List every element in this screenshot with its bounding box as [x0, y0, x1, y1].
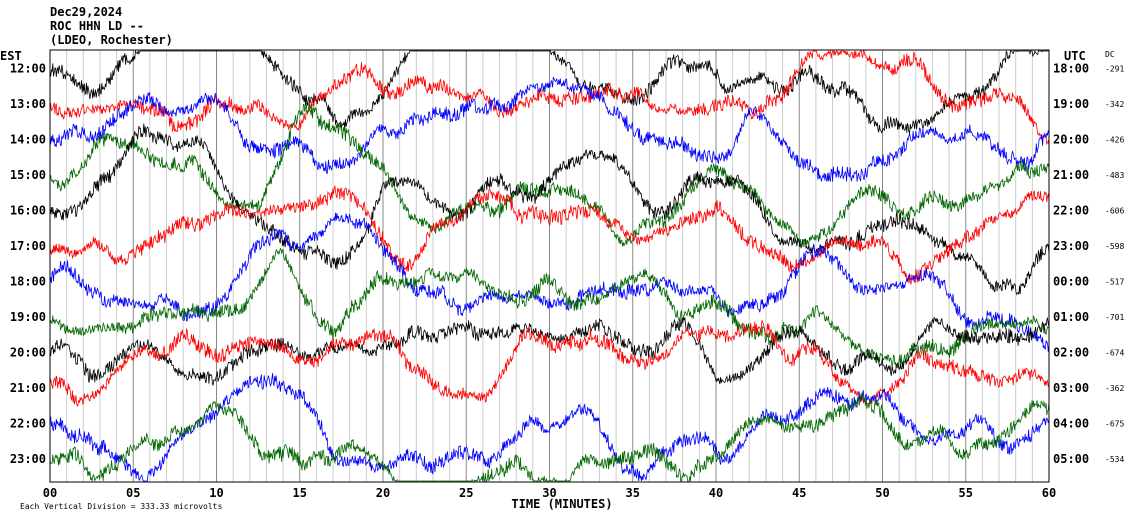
trace-line: [49, 123, 1050, 296]
x-tick-label: 60: [1042, 486, 1056, 500]
x-tick-label: 25: [459, 486, 473, 500]
x-tick-label: 10: [209, 486, 223, 500]
dc-column-label: DC: [1105, 50, 1115, 59]
trace-line: [49, 102, 1050, 248]
plot-grid: [66, 50, 1033, 482]
plot-frame: [49, 49, 1050, 483]
header-date: Dec29,2024: [50, 5, 123, 19]
utc-hour-label: 02:00: [1053, 346, 1089, 360]
trace-line: [49, 372, 1050, 482]
x-axis-title: TIME (MINUTES): [511, 497, 612, 511]
trace-line: [49, 247, 1050, 369]
header-station: ROC HHN LD --: [50, 19, 144, 33]
x-tick-label: 15: [293, 486, 307, 500]
trace-line: [49, 392, 1050, 482]
trace-line: [49, 212, 1050, 352]
x-tick-label: 05: [126, 486, 140, 500]
dc-offset-label: -674: [1105, 349, 1124, 358]
dc-offset-label: -534: [1105, 455, 1124, 464]
utc-hour-label: 19:00: [1053, 97, 1089, 111]
est-hour-label: 20:00: [10, 346, 46, 360]
x-tick-label: 50: [875, 486, 889, 500]
est-hour-label: 12:00: [10, 62, 46, 76]
utc-hour-label: 18:00: [1053, 62, 1089, 76]
utc-hour-label: 04:00: [1053, 417, 1089, 431]
trace-line: [49, 184, 1050, 285]
x-tick-label: 35: [626, 486, 640, 500]
dc-offset-label: -701: [1105, 313, 1124, 322]
x-tick-label: 45: [792, 486, 806, 500]
x-tick-label: 55: [959, 486, 973, 500]
est-hour-label: 22:00: [10, 417, 46, 431]
utc-hour-label: 01:00: [1053, 310, 1089, 324]
x-tick-label: 40: [709, 486, 723, 500]
dc-offset-label: -517: [1105, 278, 1124, 287]
utc-hour-label: 22:00: [1053, 204, 1089, 218]
est-hour-label: 14:00: [10, 133, 46, 147]
dc-offset-label: -483: [1105, 171, 1124, 180]
x-tick-label: 30: [542, 486, 556, 500]
utc-hour-label: 23:00: [1053, 239, 1089, 253]
header-location: (LDEO, Rochester): [50, 33, 173, 47]
utc-hour-label: 21:00: [1053, 168, 1089, 182]
dc-offset-label: -362: [1105, 384, 1124, 393]
est-hour-label: 15:00: [10, 168, 46, 182]
est-axis-label: EST: [0, 49, 22, 63]
utc-hour-label: 05:00: [1053, 452, 1089, 466]
dc-offset-label: -675: [1105, 420, 1124, 429]
dc-offset-label: -342: [1105, 100, 1124, 109]
est-hour-label: 19:00: [10, 310, 46, 324]
trace-line: [49, 316, 1050, 386]
utc-hour-label: 03:00: [1053, 381, 1089, 395]
scale-note: Each Vertical Division = 333.33 microvol…: [20, 502, 222, 511]
seismic-traces: [49, 49, 1050, 482]
est-hour-label: 18:00: [10, 275, 46, 289]
est-hour-label: 23:00: [10, 452, 46, 466]
trace-line: [49, 320, 1050, 407]
utc-hour-label: 20:00: [1053, 133, 1089, 147]
dc-offset-label: -598: [1105, 242, 1124, 251]
utc-axis-label: UTC: [1064, 49, 1086, 63]
est-hour-label: 21:00: [10, 381, 46, 395]
x-tick-label: 20: [376, 486, 390, 500]
dc-offset-label: -606: [1105, 207, 1124, 216]
est-hour-label: 17:00: [10, 239, 46, 253]
est-hour-label: 16:00: [10, 204, 46, 218]
trace-line: [49, 76, 1050, 183]
dc-offset-label: -426: [1105, 136, 1124, 145]
dc-offset-label: -291: [1105, 65, 1124, 74]
trace-line: [49, 49, 1049, 135]
utc-hour-label: 00:00: [1053, 275, 1089, 289]
est-hour-label: 13:00: [10, 97, 46, 111]
x-tick-label: 00: [43, 486, 57, 500]
axis-labels: 00 05 10 15 20 25 30 35 40 45 50 55 60 12:00 18:00 -291…: [10, 62, 1125, 501]
